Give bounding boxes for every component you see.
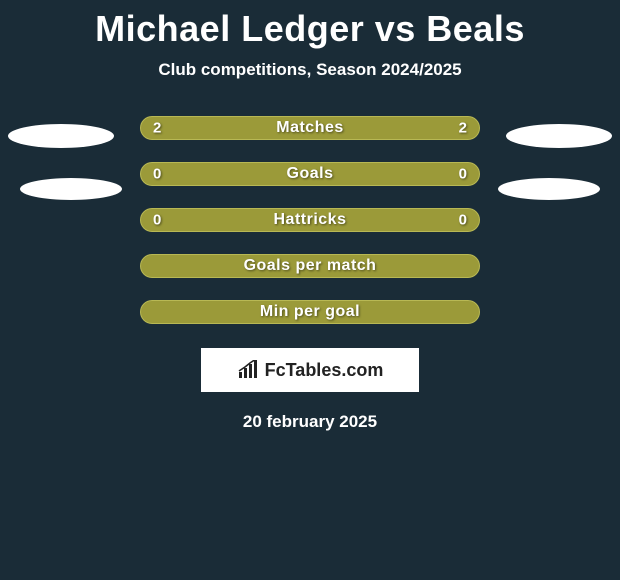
comparison-card: Michael Ledger vs Beals Club competition… xyxy=(0,0,620,580)
stat-left-value: 0 xyxy=(153,166,161,183)
stat-left-value: 2 xyxy=(153,120,161,137)
stat-right-value: 2 xyxy=(459,120,467,137)
stat-row-goals-per-match: Goals per match xyxy=(140,254,480,278)
stat-row-goals: 0 Goals 0 xyxy=(140,162,480,186)
stat-label: Min per goal xyxy=(260,303,360,321)
date-line: 20 february 2025 xyxy=(243,412,377,432)
page-title: Michael Ledger vs Beals xyxy=(95,8,525,50)
stat-label: Hattricks xyxy=(274,211,347,229)
brand-box[interactable]: FcTables.com xyxy=(201,348,419,392)
stat-label: Matches xyxy=(276,119,344,137)
brand-text: FcTables.com xyxy=(265,360,384,381)
stat-right-value: 0 xyxy=(459,212,467,229)
stat-row-min-per-goal: Min per goal xyxy=(140,300,480,324)
stat-row-matches: 2 Matches 2 xyxy=(140,116,480,140)
stat-label: Goals xyxy=(287,165,334,183)
stat-right-value: 0 xyxy=(459,166,467,183)
stat-left-value: 0 xyxy=(153,212,161,229)
stat-row-hattricks: 0 Hattricks 0 xyxy=(140,208,480,232)
stat-label: Goals per match xyxy=(244,257,377,275)
bar-chart-icon xyxy=(237,360,259,380)
page-subtitle: Club competitions, Season 2024/2025 xyxy=(158,60,461,80)
stats-list: 2 Matches 2 0 Goals 0 0 Hattricks 0 Goal… xyxy=(0,116,620,324)
